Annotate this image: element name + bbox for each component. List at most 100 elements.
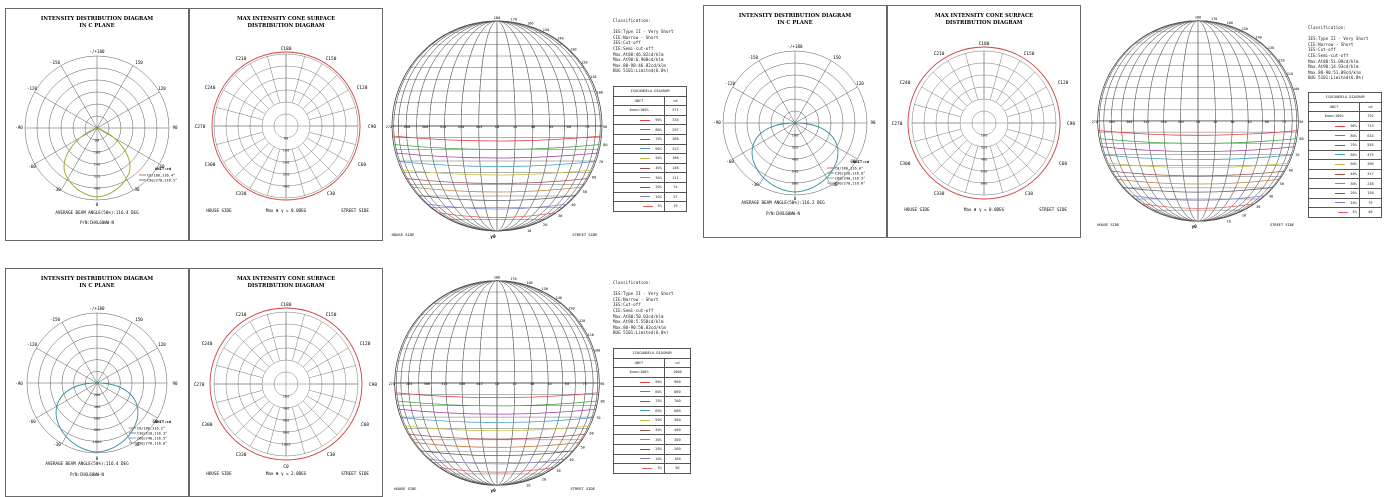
isocandela-contours <box>1098 130 1298 209</box>
sphere-mid-label: 345 <box>1178 120 1184 124</box>
grid-spoke <box>794 86 858 124</box>
grid-spoke <box>947 60 972 102</box>
table-row: 80% 800 <box>613 386 692 397</box>
sphere-top-label: 100 <box>1293 87 1299 91</box>
isocandela-level: 90% <box>613 376 665 388</box>
legend-swatch <box>1335 173 1346 175</box>
classification-line: BUG 5101:Limited(6.8%) <box>613 68 669 74</box>
grid-spoke <box>794 122 832 186</box>
isocandela-contour <box>1141 203 1255 209</box>
sphere-mid-label: 345 <box>476 125 483 129</box>
grid-spoke <box>60 127 98 191</box>
sphere-mid-label: 90 <box>603 125 607 129</box>
polar-title-line1: INTENSITY DISTRIBUTION DIAGRAM <box>41 276 154 282</box>
classification-line: CIE:Semi-cut-off <box>613 307 654 313</box>
grid-spoke <box>1005 86 1047 111</box>
isocandela-level: 70% <box>613 395 665 407</box>
legend-swatch <box>1335 163 1346 165</box>
isocandela-level-label: 90% <box>1350 124 1357 129</box>
grid-spoke <box>216 132 263 145</box>
radial-scale: 160 320 480 640 800 <box>792 133 800 186</box>
cone-label-c330: C330 <box>934 191 945 197</box>
max-angle-label: Max θ γ = 2.0DEG <box>266 471 307 476</box>
sphere-right-label: 50 <box>1280 182 1284 186</box>
isocandela-level: 10% <box>1308 197 1360 209</box>
isocandela-value: 317 <box>1358 168 1383 180</box>
grid-spoke <box>298 63 323 105</box>
table-row: 40% 148 <box>613 162 688 174</box>
isocandela-level-label: 70% <box>655 137 662 142</box>
radial-scale: 80 160 240 320 400 <box>94 138 102 191</box>
angle-label-r150: 150 <box>833 55 841 60</box>
isocandela-level: 30% <box>613 434 665 445</box>
photometric-set-3: INTENSITY DISTRIBUTION DIAGRAM IN C PLAN… <box>5 268 705 497</box>
legend-swatch <box>640 419 651 421</box>
table-row: 60% 475 <box>1308 149 1383 161</box>
grid-spoke <box>303 74 338 109</box>
sphere-top-label: 110 <box>588 333 594 337</box>
table-row: 5% 50 <box>613 463 692 474</box>
sphere-top-scale: 180 170 160 150 140 130 120 110 100 <box>1195 16 1299 91</box>
isocandela-contour <box>1111 170 1285 177</box>
sphere-mid-label: 15 <box>1213 120 1217 124</box>
isocandela-value: 40 <box>1358 207 1383 218</box>
sphere-right-scale: 80 70 60 50 40 30 20 10 <box>1227 137 1304 223</box>
sphere-mid-label: C0 <box>495 125 499 129</box>
angle-label-l90: -90 <box>15 125 23 130</box>
sphere-top-label: 100 <box>594 348 600 352</box>
isocandela-level: 90% <box>1308 120 1360 132</box>
sphere-top-label: 150 <box>542 287 548 291</box>
isocandela-value: 50 <box>663 463 692 474</box>
isocandela-level-label: 10% <box>655 194 662 199</box>
isocandela-value: 396 <box>1358 159 1383 170</box>
table-row: 70% 700 <box>613 395 692 407</box>
sphere-right-label: 20 <box>1242 213 1246 217</box>
part-number: P/N:CHXL60WW-N <box>766 211 800 216</box>
radial-scale-label: 480 <box>792 157 800 162</box>
isocandela-level-label: 5% <box>657 204 662 209</box>
radial-scale-label: 80 <box>95 138 100 143</box>
polar-intensity-panel-3: INTENSITY DISTRIBUTION DIAGRAM IN C PLAN… <box>5 268 189 497</box>
legend-entry: C90/270,116.5° <box>147 179 177 183</box>
radial-scale-label: 800 <box>792 181 800 186</box>
grid-spoke <box>921 135 963 160</box>
isocandela-level: 70% <box>613 133 665 145</box>
sphere-top-label: 160 <box>1227 21 1233 25</box>
sphere-mid-label: 45 <box>549 125 553 129</box>
cone-radial-label: 640 <box>981 169 989 174</box>
sphere-right-label: 60 <box>590 431 594 435</box>
grid-spoke <box>267 56 280 103</box>
cone-label-c90: C90 <box>369 382 377 388</box>
isocandela-value: 1000 <box>663 367 692 378</box>
isocandela-contour <box>1103 154 1293 161</box>
angle-label-l150: -150 <box>50 60 61 65</box>
isocandela-contour <box>404 425 590 432</box>
isocandela-contour <box>406 178 588 184</box>
legend-entry: C0/180,116.0° <box>835 167 863 171</box>
sphere-mid-label: 315 <box>440 125 447 129</box>
legend-swatch <box>640 391 651 393</box>
isocandela-level: 40% <box>613 424 665 436</box>
radial-scale-label: 600 <box>94 416 102 421</box>
isocandela-contour <box>393 144 601 150</box>
cone-label-c300: C300 <box>900 161 911 167</box>
classification-line: Max.80-90:46.82cd/klm <box>613 62 666 68</box>
angle-label-bottom: 0 <box>794 196 797 201</box>
isocandela-level: 10% <box>613 453 665 465</box>
cone-label-c30: C30 <box>1025 191 1033 197</box>
grid-spoke <box>990 146 1003 193</box>
classification-line: IES:Cut-off <box>613 40 641 46</box>
sphere-top-label: 170 <box>511 17 517 21</box>
isocandela-sphere-2: 180 170 160 150 140 130 120 110 100 270 285 300 315… <box>1092 16 1304 230</box>
isocandela-level: 50% <box>1308 159 1360 170</box>
sphere-mid-label: 345 <box>476 382 482 386</box>
grid-spoke <box>307 347 349 372</box>
legend-swatch <box>1335 154 1346 156</box>
sphere-grid <box>391 20 603 232</box>
isocandela-level: Imax=100% <box>1308 111 1360 122</box>
grid-spoke <box>234 332 269 367</box>
grid-spoke <box>303 401 338 436</box>
cone-label-c90: C90 <box>368 124 376 130</box>
isocandela-level-label: 50% <box>1350 162 1357 167</box>
isocandela-level: 40% <box>1308 168 1360 180</box>
